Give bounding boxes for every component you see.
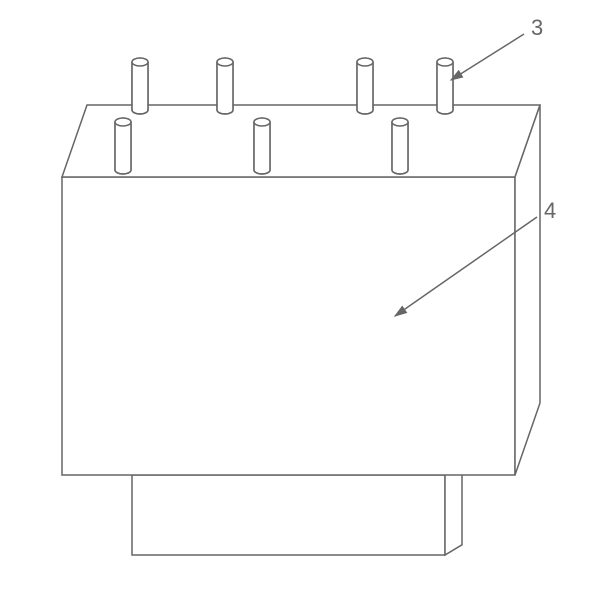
label-3: 3 bbox=[531, 15, 543, 40]
technical-diagram: 34 bbox=[0, 0, 609, 598]
label-4: 4 bbox=[544, 198, 556, 223]
